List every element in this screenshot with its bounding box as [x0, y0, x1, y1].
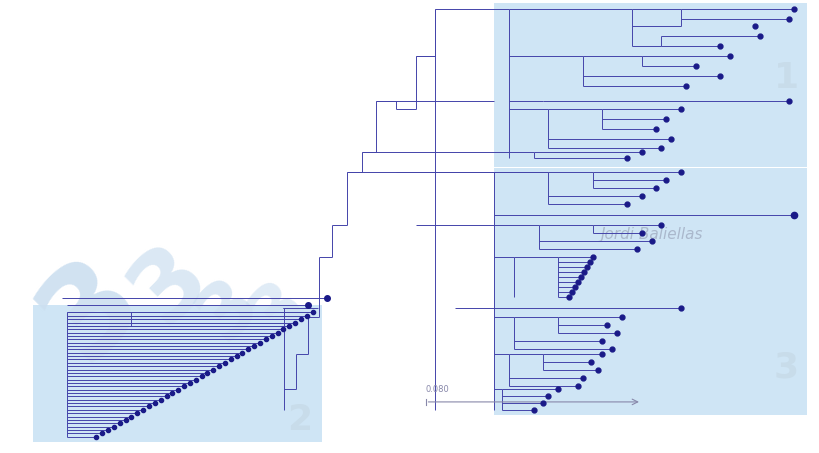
Text: 3: 3: [113, 228, 227, 342]
Text: 3: 3: [773, 350, 798, 384]
Bar: [494, 169, 806, 415]
Text: Jordi Baliellas: Jordi Baliellas: [600, 227, 702, 242]
Text: 0.080: 0.080: [425, 385, 449, 394]
Text: 2: 2: [287, 403, 312, 437]
Text: 3: 3: [18, 236, 165, 383]
Bar: [494, 3, 806, 167]
Text: 1: 1: [773, 61, 798, 95]
Text: 3: 3: [238, 269, 319, 350]
Text: 3: 3: [184, 265, 274, 354]
Bar: [33, 304, 322, 442]
